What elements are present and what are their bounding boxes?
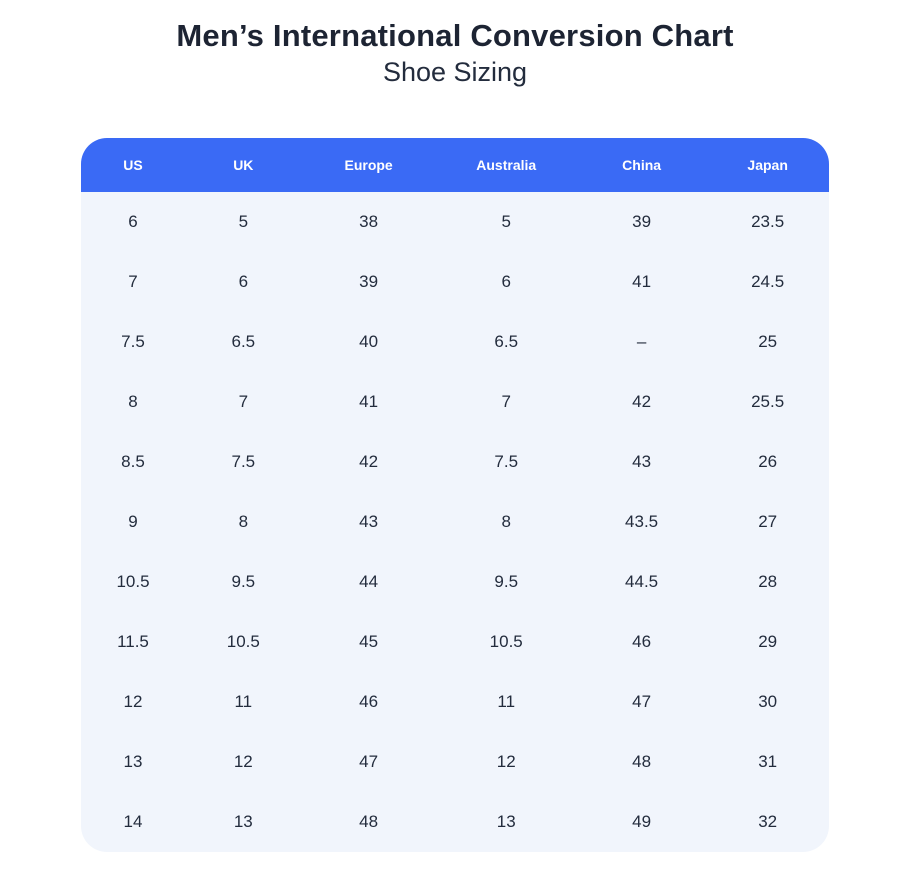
table-cell: 10.5 (81, 551, 185, 612)
table-cell: 6.5 (184, 311, 302, 372)
column-header-us: US (81, 137, 185, 192)
table-cell: 12 (184, 731, 302, 792)
table-cell: 39 (301, 251, 436, 312)
table-cell: 9 (81, 491, 185, 552)
table-cell: 25.5 (706, 371, 829, 432)
table-cell: 11.5 (81, 611, 185, 672)
page-header: Men’s International Conversion Chart Sho… (0, 0, 910, 88)
table-cell: 6 (435, 251, 577, 312)
table-row: 12 11 46 11 47 30 (81, 671, 829, 732)
table-row: 13 12 47 12 48 31 (81, 731, 829, 792)
table-cell: 23.5 (706, 191, 829, 252)
table-row: 11.5 10.5 45 10.5 46 29 (81, 611, 829, 672)
table-cell: 47 (301, 731, 436, 792)
table-cell: 5 (435, 191, 577, 252)
table-row: 8.5 7.5 42 7.5 43 26 (81, 431, 829, 492)
table-cell: 25 (706, 311, 829, 372)
table-cell: 6.5 (435, 311, 577, 372)
table-cell: 9.5 (184, 551, 302, 612)
table-cell: 46 (301, 671, 436, 732)
column-header-uk: UK (184, 137, 302, 192)
table-cell: 32 (706, 791, 829, 852)
table-cell: 6 (81, 191, 185, 252)
table-cell: 10.5 (435, 611, 577, 672)
column-header-japan: Japan (706, 137, 829, 192)
table-row: 8 7 41 7 42 25.5 (81, 371, 829, 432)
table-cell: 7 (435, 371, 577, 432)
table-cell: 7 (81, 251, 185, 312)
table-row: 7.5 6.5 40 6.5–25 (81, 311, 829, 372)
table-cell: 26 (706, 431, 829, 492)
table-cell: 47 (576, 671, 707, 732)
table-cell: 8 (184, 491, 302, 552)
table-cell: 30 (706, 671, 829, 732)
conversion-table: US UK Europe Australia China Japan 6 5 38 5 39 23.… (81, 137, 829, 852)
table-cell: 27 (706, 491, 829, 552)
table-cell: 41 (301, 371, 436, 432)
table-cell: 7.5 (435, 431, 577, 492)
table-cell: 7.5 (81, 311, 185, 372)
table-cell: 42 (576, 371, 707, 432)
table-cell: 43.5 (576, 491, 707, 552)
table-cell: 8 (81, 371, 185, 432)
table-body: 6 5 38 5 39 23.5 7 6 39 6 41 24.5 7.5 6.5 40 6.5–25 8 7 41… (81, 191, 829, 852)
table-cell: 13 (184, 791, 302, 852)
table-cell: 8 (435, 491, 577, 552)
column-header-australia: Australia (435, 137, 577, 192)
table-cell: 8.5 (81, 431, 185, 492)
table-row: 6 5 38 5 39 23.5 (81, 191, 829, 252)
table-row: 9 8 43 8 43.5 27 (81, 491, 829, 552)
table-cell: 13 (81, 731, 185, 792)
table-cell: 43 (301, 491, 436, 552)
table-cell: 46 (576, 611, 707, 672)
table-cell: 38 (301, 191, 436, 252)
table-cell: 44.5 (576, 551, 707, 612)
table-cell: 29 (706, 611, 829, 672)
table-cell: 49 (576, 791, 707, 852)
table-cell: 39 (576, 191, 707, 252)
table-cell: 43 (576, 431, 707, 492)
page-title: Men’s International Conversion Chart (176, 18, 734, 53)
table-row: 7 6 39 6 41 24.5 (81, 251, 829, 312)
table-header-row: US UK Europe Australia China Japan (81, 137, 829, 192)
table-cell: 44 (301, 551, 436, 612)
table-row: 10.5 9.5 44 9.5 44.5 28 (81, 551, 829, 612)
table-cell: 7.5 (184, 431, 302, 492)
table-cell: 11 (435, 671, 577, 732)
table-cell: 48 (301, 791, 436, 852)
table-cell: 6 (184, 251, 302, 312)
table-cell: 45 (301, 611, 436, 672)
table-cell: 28 (706, 551, 829, 612)
table-cell: 41 (576, 251, 707, 312)
table-cell: 9.5 (435, 551, 577, 612)
table-row: 14 13 48 13 49 32 (81, 791, 829, 852)
table-cell: 42 (301, 431, 436, 492)
table-cell: – (576, 311, 707, 372)
page-subtitle: Shoe Sizing (382, 56, 528, 87)
table-cell: 12 (81, 671, 185, 732)
table-cell: 12 (435, 731, 577, 792)
column-header-china: China (576, 137, 707, 192)
table-cell: 11 (184, 671, 302, 732)
table-cell: 48 (576, 731, 707, 792)
column-header-europe: Europe (301, 137, 436, 192)
table-cell: 7 (184, 371, 302, 432)
table-cell: 14 (81, 791, 185, 852)
table-cell: 5 (184, 191, 302, 252)
conversion-table-container: US UK Europe Australia China Japan 6 5 38 5 39 23.… (81, 137, 829, 852)
table-cell: 13 (435, 791, 577, 852)
table-header: US UK Europe Australia China Japan (81, 137, 829, 192)
table-cell: 31 (706, 731, 829, 792)
table-cell: 40 (301, 311, 436, 372)
table-cell: 24.5 (706, 251, 829, 312)
table-cell: 10.5 (184, 611, 302, 672)
